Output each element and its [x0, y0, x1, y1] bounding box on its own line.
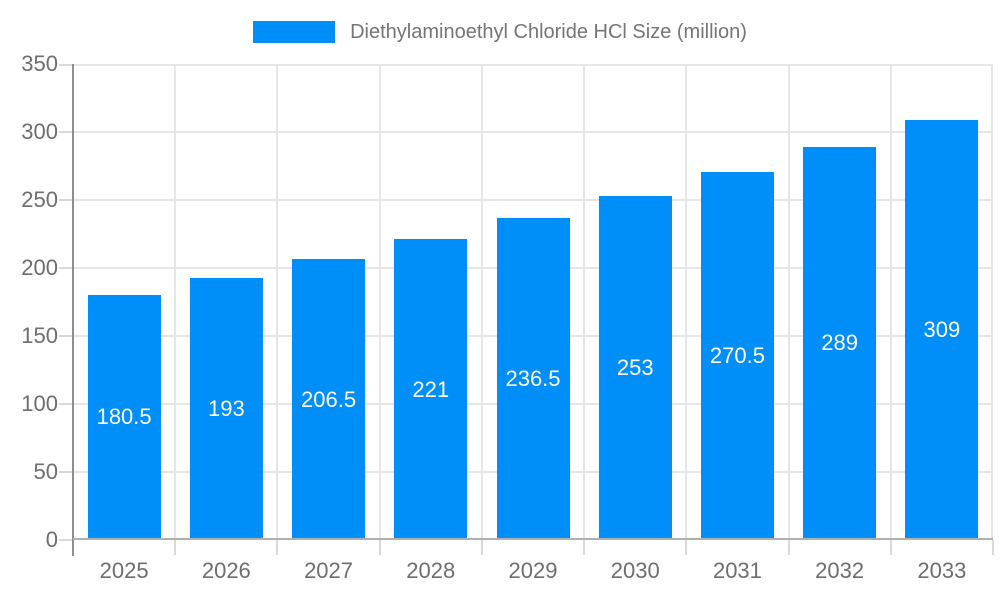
y-axis-tick	[59, 471, 72, 473]
y-axis-tick	[59, 335, 72, 337]
x-axis-label: 2030	[610, 558, 660, 583]
x-gridline	[276, 64, 279, 540]
plot-area: 180.5 193 206.5 221 236.5 253 270.5 289 309	[59, 64, 994, 556]
x-axis-tick	[685, 540, 688, 555]
x-gridline	[174, 64, 177, 540]
legend-swatch	[253, 21, 336, 43]
x-axis-tick	[787, 540, 790, 555]
bar-2033[interactable]: 309	[905, 119, 979, 540]
x-axis-tick	[378, 540, 381, 555]
y-axis-label: 100	[21, 391, 58, 416]
y-axis-tick	[59, 403, 72, 405]
x-axis-tick	[583, 540, 586, 555]
y-axis-label: 250	[21, 187, 58, 212]
y-gridline	[73, 131, 993, 133]
x-axis-label: 2032	[815, 558, 865, 583]
x-axis-tick	[992, 540, 994, 555]
y-axis-tick	[59, 131, 72, 133]
bar-value-label: 221	[412, 376, 450, 402]
x-axis-label: 2028	[406, 558, 456, 583]
bar-value-label: 180.5	[96, 404, 152, 430]
bar-2031[interactable]: 270.5	[700, 172, 774, 540]
bar-2027[interactable]: 206.5	[292, 259, 366, 540]
x-axis-tick	[276, 540, 279, 555]
x-gridline	[787, 64, 790, 540]
bar-2025[interactable]: 180.5	[87, 294, 161, 540]
bar-2032[interactable]: 289	[803, 146, 877, 540]
x-axis-label: 2029	[508, 558, 558, 583]
y-axis-label: 350	[21, 51, 58, 76]
x-axis-label: 2031	[712, 558, 762, 583]
x-gridline	[889, 64, 892, 540]
bar-value-label: 289	[821, 330, 859, 356]
bar-2029[interactable]: 236.5	[496, 218, 570, 540]
bar-value-label: 206.5	[301, 386, 357, 412]
x-gridline	[480, 64, 483, 540]
legend-label: Diethylaminoethyl Chloride HCl Size (mil…	[350, 20, 747, 43]
bar-2026[interactable]: 193	[189, 277, 263, 540]
y-axis-label: 300	[21, 119, 58, 144]
x-axis-tick	[174, 540, 177, 555]
x-axis-label: 2026	[201, 558, 251, 583]
y-axis-tick	[59, 199, 72, 201]
y-gridline	[73, 64, 993, 66]
x-gridline	[685, 64, 688, 540]
bar-value-label: 309	[923, 316, 961, 342]
bar-value-label: 253	[616, 354, 654, 380]
bar-value-label: 193	[207, 395, 245, 421]
y-axis-labels: 0 50 100 150 200 250 300 350	[0, 51, 58, 552]
y-axis-tick	[59, 267, 72, 269]
x-gridline	[378, 64, 381, 540]
legend-item[interactable]: Diethylaminoethyl Chloride HCl Size (mil…	[0, 18, 1000, 46]
x-axis-tick	[889, 540, 892, 555]
y-axis-label: 200	[21, 255, 58, 280]
y-axis-line	[72, 64, 74, 556]
bar-value-label: 236.5	[505, 366, 561, 392]
x-gridline	[991, 64, 993, 540]
x-axis-line	[73, 538, 993, 540]
bar-2030[interactable]: 253	[598, 195, 672, 540]
bar-value-label: 270.5	[709, 343, 765, 369]
y-gridline	[73, 199, 993, 201]
x-axis-label: 2027	[304, 558, 354, 583]
x-axis-tick	[480, 540, 483, 555]
y-axis-tick	[59, 64, 72, 66]
bar-2028[interactable]: 221	[394, 239, 468, 540]
y-axis-label: 150	[21, 323, 58, 348]
x-axis-labels: 2025 2026 2027 2028 2029 2030 2031 2032 2033	[73, 558, 993, 588]
x-axis-label: 2025	[99, 558, 149, 583]
y-axis-label: 0	[45, 527, 58, 552]
y-axis-label: 50	[33, 459, 58, 484]
y-axis-tick	[59, 539, 72, 541]
x-axis-label: 2033	[917, 558, 967, 583]
x-gridline	[583, 64, 586, 540]
